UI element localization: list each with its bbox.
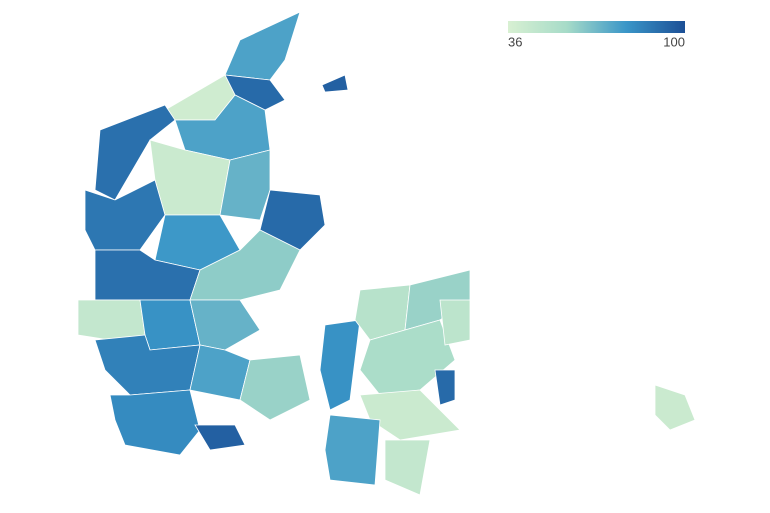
colorbar <box>508 21 685 33</box>
municipality <box>194 424 246 451</box>
municipality <box>359 389 461 441</box>
municipality <box>109 389 201 456</box>
municipality <box>384 439 431 496</box>
municipality <box>84 179 166 251</box>
municipality <box>219 149 271 221</box>
municipality <box>77 299 146 341</box>
colorbar-max: 100 <box>663 34 685 49</box>
municipality <box>189 344 251 401</box>
municipality <box>224 11 301 81</box>
municipality <box>239 354 311 421</box>
municipality <box>434 369 456 406</box>
municipality <box>139 299 201 351</box>
municipality <box>189 299 261 351</box>
municipality <box>321 74 349 93</box>
municipality <box>319 319 361 411</box>
municipality <box>259 189 326 251</box>
colorbar-min: 36 <box>508 34 522 49</box>
regions <box>77 11 696 496</box>
municipality <box>439 299 471 346</box>
municipality <box>654 384 696 431</box>
municipality <box>324 414 381 486</box>
